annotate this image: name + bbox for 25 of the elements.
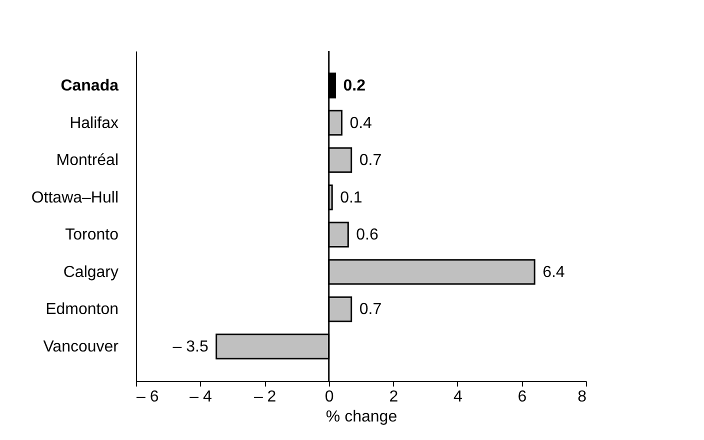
x-axis-title: % change <box>326 408 398 426</box>
x-tick-label: – 2 <box>254 388 276 406</box>
data-label: 0.6 <box>356 226 378 244</box>
y-tick-label: Montréal <box>56 152 118 170</box>
y-tick-label: Edmonton <box>46 301 118 318</box>
x-tick-label: 2 <box>389 388 398 406</box>
data-label: 0.4 <box>350 114 372 132</box>
data-label: – 3.5 <box>172 338 208 356</box>
data-label: 0.7 <box>359 152 382 170</box>
x-tick-label: – 4 <box>190 388 212 406</box>
y-tick-label: Toronto <box>65 226 119 244</box>
y-tick-label: Ottawa–Hull <box>31 189 118 206</box>
data-label: 6.4 <box>542 264 565 281</box>
x-tick-label: 8 <box>578 388 587 406</box>
x-tick-label: 4 <box>453 388 462 406</box>
y-tick-label: Vancouver <box>43 338 120 356</box>
x-tick-label: 6 <box>518 388 527 406</box>
y-tick-label: Canada <box>60 77 119 94</box>
x-tick-label: – 6 <box>136 388 159 406</box>
data-label: 0.2 <box>343 77 366 94</box>
data-label: 0.1 <box>340 189 362 206</box>
data-label: 0.7 <box>359 301 382 318</box>
x-tick-label: 0 <box>324 388 334 406</box>
y-tick-label: Calgary <box>63 264 118 281</box>
y-tick-label: Halifax <box>70 114 118 132</box>
